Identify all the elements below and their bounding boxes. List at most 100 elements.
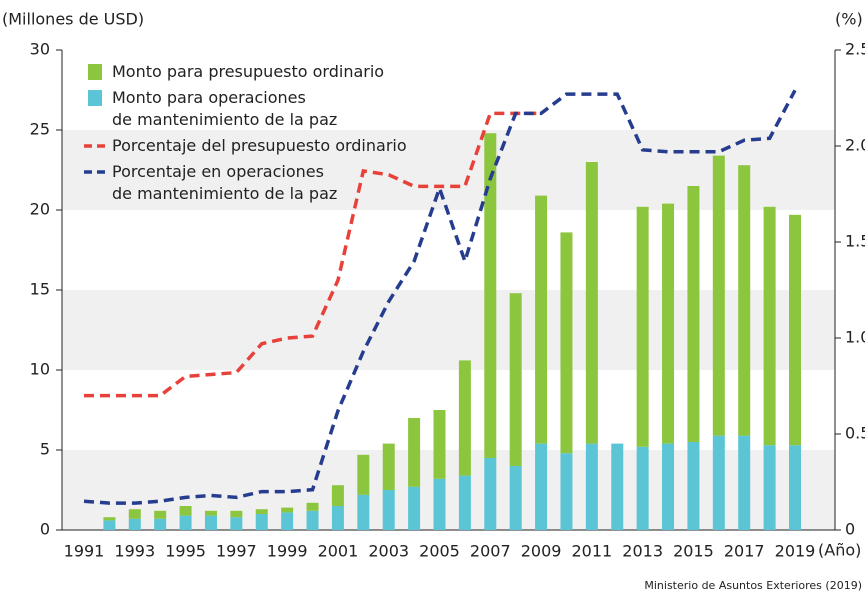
bar [687,442,700,530]
bar [560,232,573,454]
bar [408,418,421,487]
x-tick-label: 2015 [673,542,714,561]
x-tick-label: 2003 [368,542,409,561]
bar [458,475,471,530]
y-tick-label: 5 [40,440,50,459]
bar [662,203,675,444]
bar [255,514,268,530]
bar [154,518,167,530]
bar [585,162,598,444]
legend-label: Monto para operaciones de mantenimiento d… [112,88,337,129]
y-tick-label: 15 [30,280,50,299]
x-tick-label: 1995 [165,542,206,561]
y2-axis-label: (%) [835,10,863,29]
x-tick-label: 2013 [622,542,663,561]
x-axis-label: (Año) [818,541,861,560]
bar [103,520,116,530]
bar [611,443,624,530]
y2-tick-label: 1.5 [845,232,865,251]
x-tick-label: 2019 [775,542,816,561]
x-tick-label: 2001 [318,542,359,561]
bar [738,435,751,530]
x-tick-label: 2017 [724,542,765,561]
x-tick-label: 2011 [571,542,612,561]
bar [789,214,801,446]
bar [484,458,497,530]
legend-label: Monto para presupuesto ordinario [112,62,384,81]
bar [306,502,319,511]
bar [382,443,395,490]
bar [662,443,675,530]
y-tick-label: 0 [40,520,50,539]
bar [535,195,548,444]
y2-tick-label: 2.0 [845,136,865,155]
bar [636,446,649,530]
legend-swatch [88,90,102,106]
grid-band [62,130,835,210]
bar [789,445,801,530]
bar [433,410,446,479]
line [84,111,542,398]
legend-label: Porcentaje del presupuesto ordinario [112,136,407,155]
bar [204,510,217,516]
bar [687,186,700,442]
bar [179,515,192,530]
grid-band [62,290,835,370]
x-tick-label: 1993 [114,542,155,561]
bar [433,478,446,530]
bar [763,445,776,530]
x-tick-label: 1997 [216,542,257,561]
bar [382,490,395,530]
bar [331,485,344,506]
source: Ministerio de Asuntos Exteriores (2019) [644,579,862,592]
bar [179,506,192,516]
bar [712,435,725,530]
bar [357,454,370,495]
x-tick-label: 1999 [267,542,308,561]
x-tick-label: 2007 [470,542,511,561]
y-tick-label: 25 [30,120,50,139]
bar [712,155,725,436]
bar [636,206,649,447]
bar [738,165,751,436]
bar [281,507,294,513]
bar [357,494,370,530]
bar [331,506,344,530]
bar [560,453,573,530]
bar [204,515,217,530]
bar [306,510,319,530]
y2-tick-label: 0.5 [845,424,865,443]
bar [408,486,421,530]
y-tick-label: 20 [30,200,50,219]
bar [154,510,167,519]
bar [128,518,141,530]
y2-tick-label: 0 [845,520,855,539]
bar [230,517,243,530]
bar [484,133,497,458]
bar [458,360,471,476]
x-tick-label: 2005 [419,542,460,561]
bar [128,509,141,519]
y-tick-label: 10 [30,360,50,379]
grid [62,130,835,530]
x-tick-label: 1991 [64,542,105,561]
bar [281,512,294,530]
bar [509,293,522,466]
bar [230,510,243,518]
legend-swatch [88,64,102,80]
y2-tick-label: 1.0 [845,328,865,347]
bar [535,443,548,530]
bar [255,509,268,514]
bar [509,466,522,530]
bar [103,517,116,521]
y-axis-label: (Millones de USD) [2,10,144,29]
legend-label: Porcentaje en operaciones de mantenimient… [112,162,337,203]
y2-tick-label: 2.5 [845,40,865,59]
line [83,89,797,505]
bar [585,443,598,530]
x-tick-label: 2009 [521,542,562,561]
y-tick-label: 30 [30,40,50,59]
bar [763,206,776,446]
